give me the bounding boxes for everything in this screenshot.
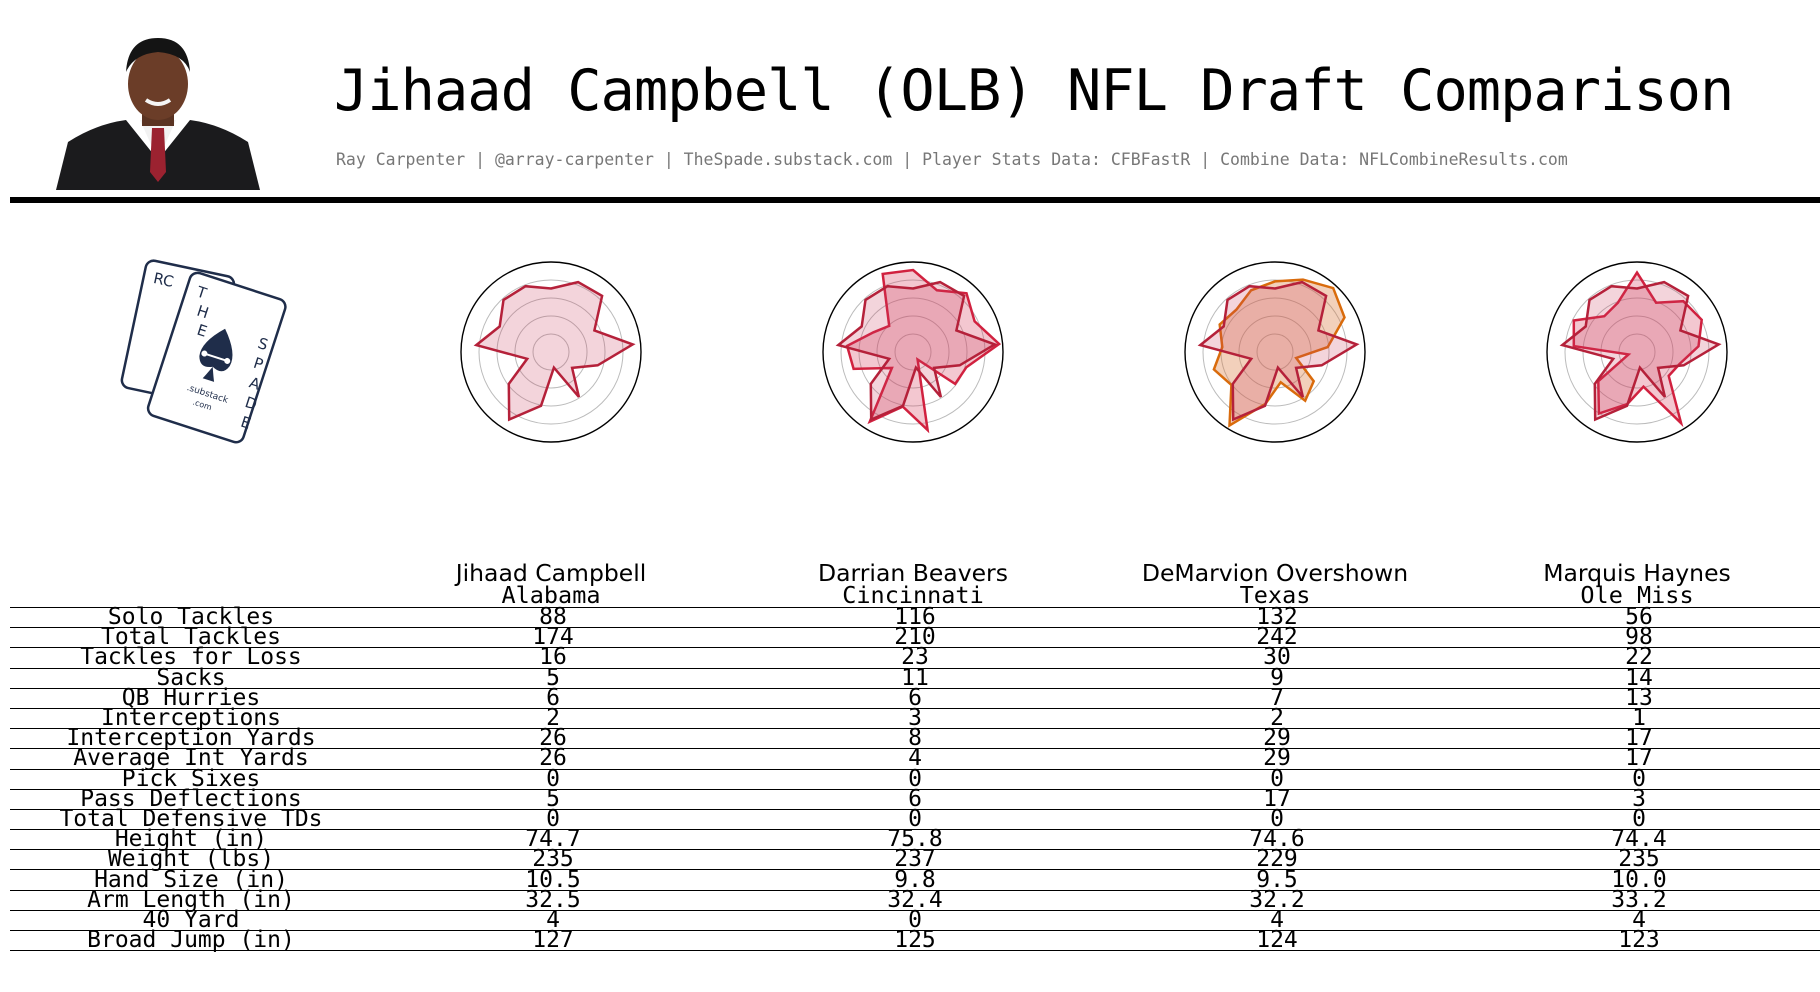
table-row: Pick Sixes 0 0 0 0: [10, 767, 1820, 790]
stat-value: 74.6: [1096, 828, 1458, 851]
radar-outer-ring: [460, 261, 642, 443]
player-school: Texas: [1239, 581, 1311, 609]
radar-grid-ring: [496, 297, 606, 407]
stat-value: 75.8: [734, 828, 1096, 851]
stat-label: Pick Sixes: [10, 767, 372, 790]
stat-value: 229: [1096, 848, 1458, 871]
stat-value: 17: [1458, 727, 1820, 750]
stat-label: Total Defensive TDs: [10, 807, 372, 831]
player-school: Ole Miss: [1580, 581, 1694, 609]
radar-grid-ring: [1202, 279, 1348, 425]
table-row: Interception Yards 26 8 29 17: [10, 727, 1820, 750]
stat-value: 9.5: [1096, 868, 1458, 891]
radar-grid-ring: [478, 279, 624, 425]
radar-chart-overshown: [1184, 261, 1366, 443]
player-name: Jihaad Campbell: [455, 559, 647, 587]
table-row: Total Tackles 174 210 242 98: [10, 626, 1820, 649]
radar-series-campbell: [1197, 280, 1360, 422]
stat-value: 124: [1096, 928, 1458, 952]
column-header-overshown: DeMarvion Overshown Texas: [1125, 559, 1425, 609]
radar-grid-ring: [1564, 279, 1710, 425]
radar-series-campbell: [1559, 280, 1722, 422]
table-row: Pass Deflections 5 6 17 3: [10, 787, 1820, 810]
table-row: Weight (lbs) 235 237 229 235: [10, 848, 1820, 871]
player-school: Alabama: [501, 581, 601, 609]
radar-grid-ring: [840, 279, 986, 425]
column-header-campbell: Jihaad Campbell Alabama: [401, 559, 701, 609]
stat-value: 26: [372, 747, 734, 770]
table-row: QB Hurries 6 6 7 13: [10, 686, 1820, 709]
radar-grid-ring: [1600, 315, 1674, 389]
stat-label: Sacks: [10, 666, 372, 689]
stat-label: Tackles for Loss: [10, 646, 372, 669]
radar-grid-ring: [532, 333, 570, 371]
column-header-beavers: Darrian Beavers Cincinnati: [763, 559, 1063, 609]
radar-chart-haynes: [1546, 261, 1728, 443]
radar-grid-ring: [876, 315, 950, 389]
radar-chart-beavers: [822, 261, 1004, 443]
table-row: Tackles for Loss 16 23 30 22: [10, 646, 1820, 669]
table-row: Arm Length (in) 32.5 32.4 32.2 33.2: [10, 888, 1820, 911]
radar-grid-ring: [514, 315, 588, 389]
stat-value: 32.2: [1096, 888, 1458, 911]
radar-outer-ring: [1546, 261, 1728, 443]
table-row: Broad Jump (in) 127 125 124 123: [10, 928, 1820, 952]
header-divider: [10, 197, 1820, 203]
stat-value: 242: [1096, 626, 1458, 649]
table-row: Average Int Yards 26 4 29 17: [10, 747, 1820, 770]
stats-table: Solo Tackles 88 116 132 56 Total Tackles 174 21…: [10, 605, 1820, 952]
radar-series-comparison: [1212, 278, 1346, 428]
player-school: Cincinnati: [842, 581, 984, 609]
stat-value: 127: [372, 928, 734, 952]
radar-series-campbell: [835, 280, 998, 422]
stat-value: 2: [1096, 706, 1458, 730]
player-name: DeMarvion Overshown: [1141, 559, 1409, 587]
player-photo: [56, 32, 260, 190]
stat-value: 125: [734, 928, 1096, 952]
radar-chart-campbell: [460, 261, 642, 443]
radar-outer-ring: [822, 261, 1004, 443]
stat-label: 40 Yard: [10, 908, 372, 932]
logo-letter: H: [195, 302, 211, 323]
stat-value: 210: [734, 626, 1096, 649]
stat-value: 123: [1458, 928, 1820, 952]
stat-label: Broad Jump (in): [10, 928, 372, 952]
player-name: Marquis Haynes: [1543, 559, 1731, 587]
radar-grid-ring: [858, 297, 968, 407]
radar-series-comparison: [1572, 270, 1704, 428]
stat-label: Hand Size (in): [10, 868, 372, 891]
radar-grid-ring: [1256, 333, 1294, 371]
logo-letter: D: [243, 393, 260, 414]
stat-value: 10.5: [372, 868, 734, 891]
radar-series-campbell: [473, 280, 636, 422]
stat-value: 29: [1096, 727, 1458, 750]
radar-grid-ring: [894, 333, 932, 371]
player-photo-graphic: [56, 38, 260, 190]
back-card-r: RC: [152, 269, 175, 291]
table-row: Solo Tackles 88 116 132 56: [10, 605, 1820, 629]
table-row: Hand Size (in) 10.5 9.8 9.5 10.0: [10, 868, 1820, 891]
table-row: Sacks 5 11 9 14: [10, 666, 1820, 689]
page-subtitle: Ray Carpenter | @array-carpenter | TheSp…: [336, 150, 1568, 169]
stat-label: Weight (lbs): [10, 848, 372, 871]
table-row: Interceptions 2 3 2 1: [10, 706, 1820, 730]
column-header-haynes: Marquis Haynes Ole Miss: [1487, 559, 1787, 609]
stat-label: Interceptions: [10, 706, 372, 730]
table-row: 40 Yard 4 0 4 4: [10, 908, 1820, 932]
page-title: Jihaad Campbell (OLB) NFL Draft Comparis…: [334, 58, 1734, 124]
player-name: Darrian Beavers: [818, 559, 1008, 587]
